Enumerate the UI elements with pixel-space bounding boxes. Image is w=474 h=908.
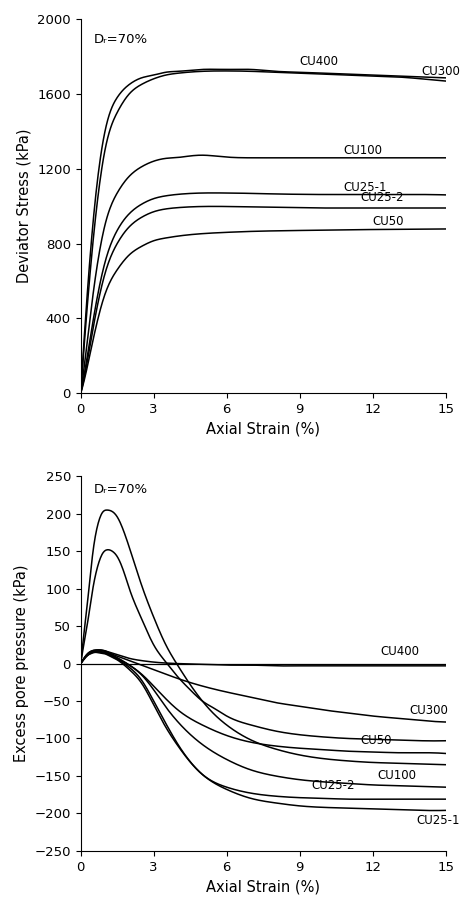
Y-axis label: Deviator Stress (kPa): Deviator Stress (kPa) xyxy=(17,129,32,283)
Text: CU25-1: CU25-1 xyxy=(417,814,460,827)
Text: CU50: CU50 xyxy=(373,214,404,228)
Text: CU100: CU100 xyxy=(378,769,417,782)
Y-axis label: Excess pore pressure (kPa): Excess pore pressure (kPa) xyxy=(14,565,29,763)
Text: CU400: CU400 xyxy=(380,645,419,658)
Text: CU300: CU300 xyxy=(421,64,460,78)
Text: CU100: CU100 xyxy=(344,143,383,157)
Text: Dᵣ=70%: Dᵣ=70% xyxy=(94,483,148,496)
Text: CU400: CU400 xyxy=(300,54,339,67)
Text: CU25-2: CU25-2 xyxy=(361,191,404,203)
X-axis label: Axial Strain (%): Axial Strain (%) xyxy=(206,879,320,894)
Text: CU25-2: CU25-2 xyxy=(312,779,356,792)
Text: CU25-1: CU25-1 xyxy=(344,181,387,193)
Text: Dᵣ=70%: Dᵣ=70% xyxy=(94,34,148,46)
Text: CU50: CU50 xyxy=(361,735,392,747)
Text: CU300: CU300 xyxy=(409,704,448,716)
X-axis label: Axial Strain (%): Axial Strain (%) xyxy=(206,421,320,437)
